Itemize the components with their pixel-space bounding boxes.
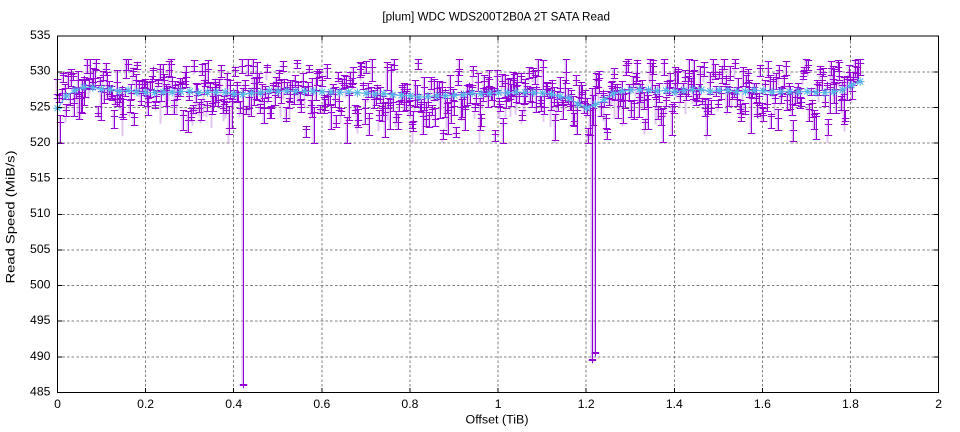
svg-text:505: 505 <box>30 242 51 256</box>
svg-text:530: 530 <box>30 64 51 78</box>
svg-text:515: 515 <box>30 171 51 185</box>
svg-text:485: 485 <box>30 384 51 398</box>
svg-text:0.2: 0.2 <box>137 397 154 411</box>
svg-text:490: 490 <box>30 349 51 363</box>
svg-text:525: 525 <box>30 99 51 113</box>
svg-text:Read Speed (MiB/s): Read Speed (MiB/s) <box>4 151 18 284</box>
svg-text:2: 2 <box>935 397 942 411</box>
svg-text:Offset (TiB): Offset (TiB) <box>466 413 529 427</box>
svg-text:535: 535 <box>30 28 51 42</box>
svg-text:510: 510 <box>30 206 51 220</box>
svg-text:1.2: 1.2 <box>578 397 595 411</box>
svg-text:[plum] WDC WDS200T2B0A 2T SATA: [plum] WDC WDS200T2B0A 2T SATA Read <box>382 10 610 24</box>
svg-text:1.8: 1.8 <box>842 397 859 411</box>
svg-text:1: 1 <box>495 397 502 411</box>
svg-text:0: 0 <box>54 397 61 411</box>
svg-text:520: 520 <box>30 135 51 149</box>
svg-text:0.6: 0.6 <box>313 397 330 411</box>
svg-text:0.4: 0.4 <box>225 397 242 411</box>
svg-text:1.6: 1.6 <box>754 397 771 411</box>
svg-text:495: 495 <box>30 313 51 327</box>
svg-text:500: 500 <box>30 278 51 292</box>
svg-text:0.8: 0.8 <box>401 397 418 411</box>
svg-text:1.4: 1.4 <box>666 397 683 411</box>
